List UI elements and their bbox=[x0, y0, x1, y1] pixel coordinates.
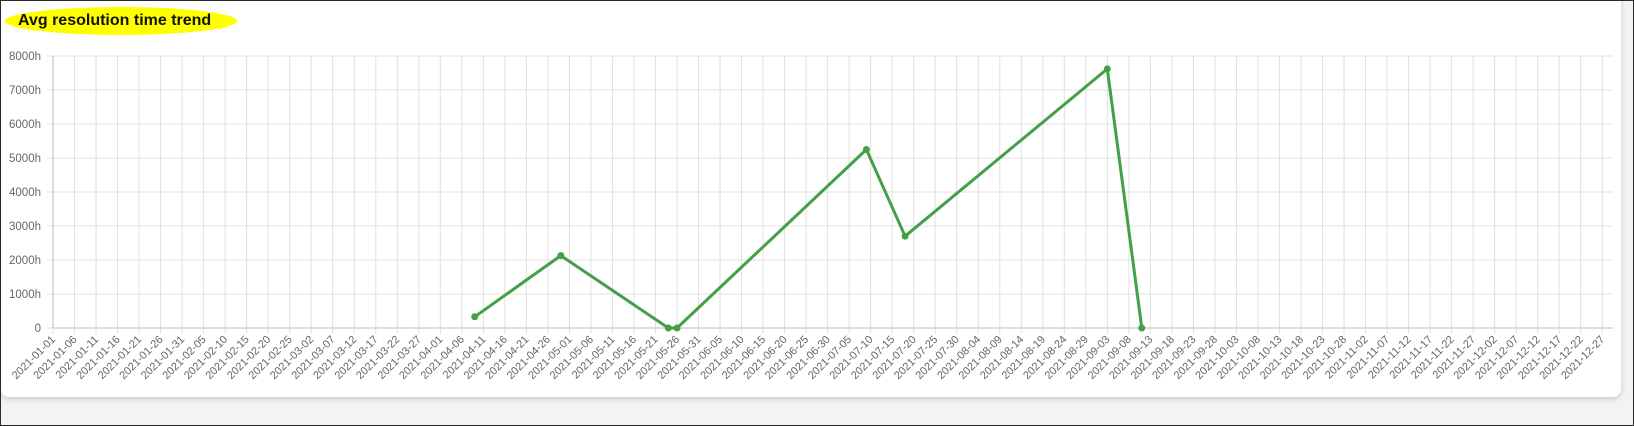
line-chart: 0 1000h 2000h 3000h 4000h 5000h 6000h 7000h 8000… bbox=[9, 51, 1613, 382]
y-tick-label: 4000h bbox=[9, 187, 41, 199]
axes bbox=[52, 56, 1613, 329]
chart-card: Avg resolution time trend 0 1000h 2000h 300… bbox=[1, 1, 1621, 397]
chart-title: Avg resolution time trend bbox=[18, 12, 212, 29]
data-point[interactable] bbox=[1103, 65, 1111, 73]
grid bbox=[47, 55, 1613, 334]
y-tick-label: 7000h bbox=[9, 85, 41, 97]
y-tick-label: 0 bbox=[35, 323, 41, 335]
chart-title-container: Avg resolution time trend bbox=[5, 6, 237, 36]
y-tick-label: 8000h bbox=[9, 51, 41, 63]
data-point[interactable] bbox=[673, 324, 681, 332]
data-point[interactable] bbox=[664, 324, 672, 332]
title-highlight bbox=[5, 7, 237, 35]
data-point[interactable] bbox=[901, 232, 909, 240]
y-tick-label: 2000h bbox=[9, 255, 41, 267]
y-tick-label: 3000h bbox=[9, 221, 41, 233]
y-tick-label: 1000h bbox=[9, 289, 41, 301]
data-point[interactable] bbox=[557, 252, 565, 260]
data-point[interactable] bbox=[862, 146, 870, 153]
data-point[interactable] bbox=[471, 313, 479, 321]
data-point[interactable] bbox=[1138, 324, 1146, 332]
series bbox=[471, 65, 1146, 332]
y-axis-ticks: 0 1000h 2000h 3000h 4000h 5000h 6000h 7000h 8000… bbox=[9, 51, 41, 335]
x-axis-ticks: 2021-01-012021-01-062021-01-112021-01-16… bbox=[10, 334, 1608, 382]
series-line bbox=[473, 67, 1144, 330]
y-tick-label: 6000h bbox=[9, 119, 41, 131]
y-tick-label: 5000h bbox=[9, 153, 41, 165]
